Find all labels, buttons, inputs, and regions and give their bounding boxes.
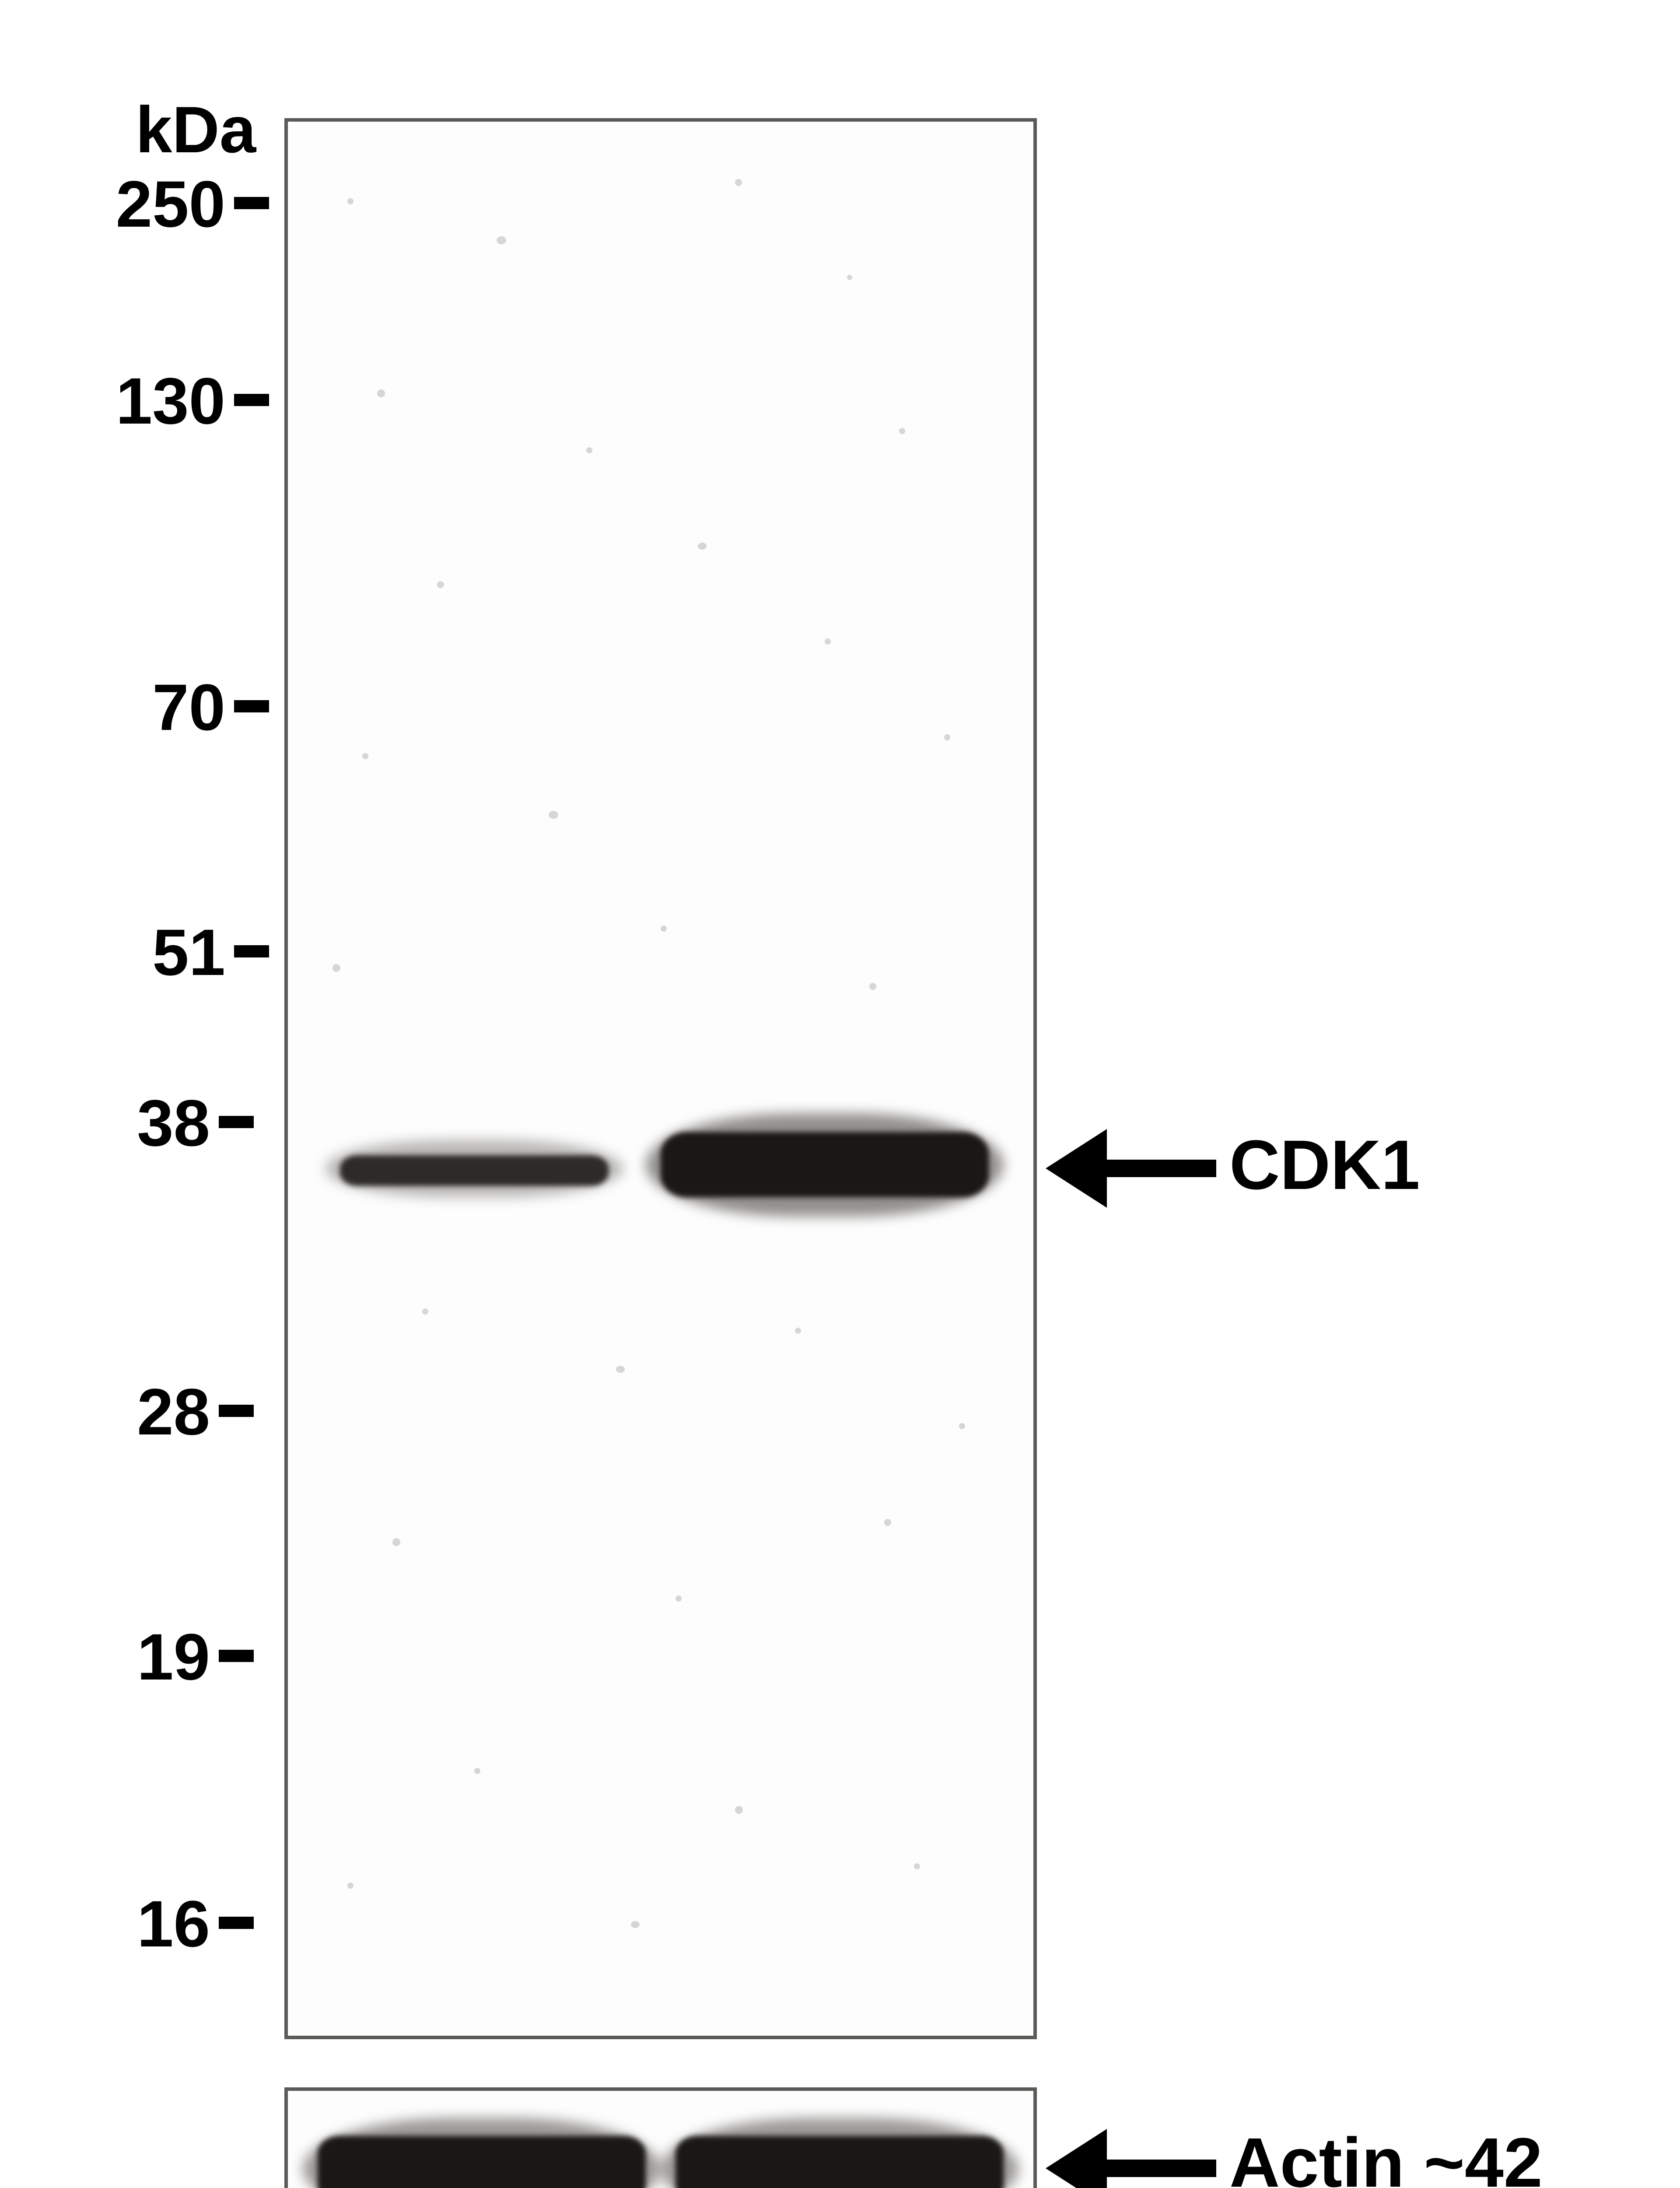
blot-noise bbox=[422, 1308, 428, 1315]
y-tick-dash-38 bbox=[219, 1116, 254, 1128]
blot-noise bbox=[944, 734, 950, 740]
blot-noise bbox=[899, 428, 905, 434]
y-tick-dash-28 bbox=[219, 1405, 254, 1417]
blot-noise bbox=[347, 198, 354, 204]
actin-label: Actin ~42 kDa bbox=[1229, 2122, 1680, 2188]
cdk1-label: CDK1 bbox=[1229, 1125, 1420, 1205]
y-tick-28: 28 bbox=[114, 1374, 210, 1450]
blot-noise bbox=[586, 447, 592, 453]
cdk1-arrow-head bbox=[1046, 1129, 1107, 1208]
figure-canvas: kDa 250 130 70 51 38 28 19 16 bbox=[0, 0, 1680, 2188]
blot-noise bbox=[735, 1806, 743, 1814]
y-tick-dash-51 bbox=[234, 945, 269, 957]
blot-noise bbox=[884, 1519, 891, 1526]
blot-noise bbox=[377, 389, 385, 397]
y-tick-dash-250 bbox=[234, 197, 269, 209]
blot-noise bbox=[437, 581, 444, 588]
blot-noise bbox=[959, 1423, 965, 1429]
blot-noise bbox=[869, 983, 876, 990]
y-tick-250: 250 bbox=[94, 166, 225, 242]
y-tick-130: 130 bbox=[94, 363, 225, 439]
y-tick-19: 19 bbox=[114, 1619, 210, 1695]
blot-noise bbox=[676, 1595, 682, 1602]
y-axis-unit-label: kDa bbox=[136, 92, 256, 168]
y-tick-dash-70 bbox=[234, 700, 269, 712]
main-blot bbox=[284, 118, 1037, 2039]
y-tick-38: 38 bbox=[114, 1085, 210, 1161]
blot-noise bbox=[914, 1863, 920, 1869]
blot-noise bbox=[347, 1883, 354, 1889]
y-tick-dash-16 bbox=[219, 1917, 254, 1929]
cdk1-band-lane1 bbox=[340, 1155, 608, 1186]
blot-noise bbox=[497, 236, 506, 244]
blot-noise bbox=[362, 753, 368, 759]
blot-noise bbox=[392, 1538, 400, 1546]
actin-arrow-head bbox=[1046, 2129, 1107, 2188]
blot-noise bbox=[549, 811, 558, 819]
blot-noise bbox=[735, 179, 742, 186]
blot-noise bbox=[825, 638, 831, 645]
blot-noise bbox=[698, 543, 707, 550]
actin-band-lane2 bbox=[676, 2136, 1004, 2188]
blot-noise bbox=[616, 1366, 625, 1373]
blot-noise bbox=[474, 1768, 480, 1774]
blot-noise bbox=[631, 1921, 640, 1928]
y-tick-dash-19 bbox=[219, 1650, 254, 1662]
blot-noise bbox=[661, 926, 667, 932]
actin-arrow-line bbox=[1102, 2160, 1216, 2177]
blot-noise bbox=[847, 275, 852, 280]
actin-blot bbox=[284, 2087, 1037, 2188]
y-tick-70: 70 bbox=[129, 670, 225, 745]
cdk1-arrow-line bbox=[1102, 1160, 1216, 1177]
actin-band-lane1 bbox=[318, 2136, 646, 2188]
blot-noise bbox=[795, 1328, 801, 1334]
y-tick-51: 51 bbox=[129, 915, 225, 990]
y-tick-16: 16 bbox=[114, 1886, 210, 1962]
cdk1-band-lane2 bbox=[661, 1132, 989, 1197]
y-tick-dash-130 bbox=[234, 394, 269, 406]
blot-noise bbox=[332, 964, 340, 972]
